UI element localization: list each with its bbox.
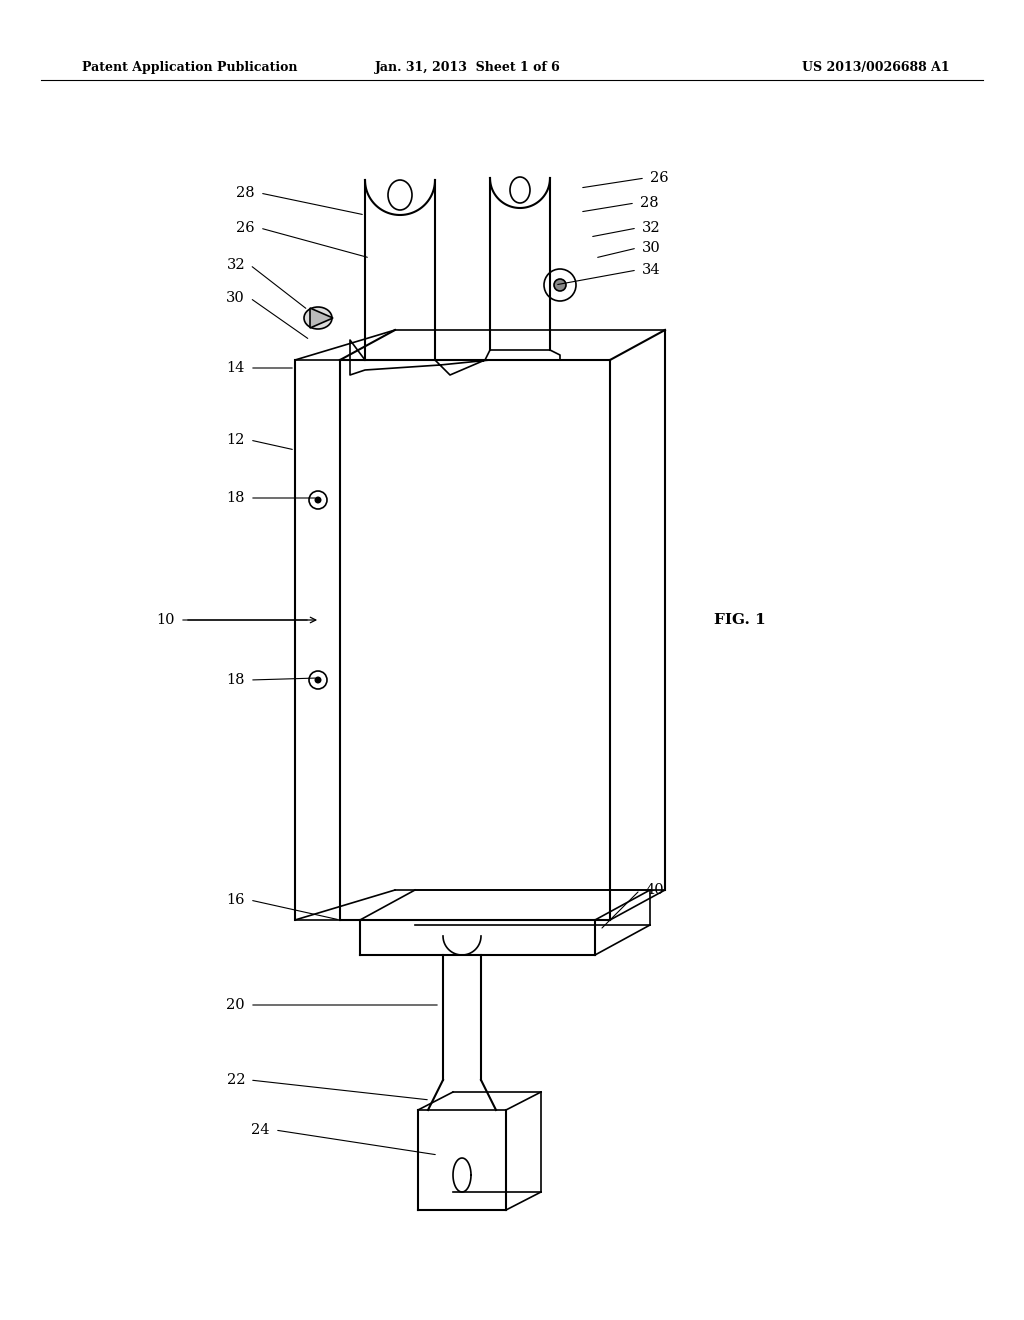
Circle shape — [314, 496, 322, 503]
Text: 12: 12 — [226, 433, 245, 447]
Ellipse shape — [304, 308, 332, 329]
Text: 14: 14 — [226, 360, 245, 375]
Text: 32: 32 — [226, 257, 245, 272]
Text: 34: 34 — [642, 263, 660, 277]
Text: 18: 18 — [226, 491, 245, 506]
Circle shape — [314, 676, 322, 684]
Text: 22: 22 — [226, 1073, 245, 1086]
Circle shape — [554, 279, 566, 290]
Text: 18: 18 — [226, 673, 245, 686]
Text: 28: 28 — [640, 195, 658, 210]
Text: US 2013/0026688 A1: US 2013/0026688 A1 — [803, 62, 950, 74]
Text: 30: 30 — [642, 242, 660, 255]
Text: Patent Application Publication: Patent Application Publication — [82, 62, 298, 74]
Text: 26: 26 — [237, 220, 255, 235]
Text: 10: 10 — [157, 612, 175, 627]
Polygon shape — [310, 308, 333, 327]
Text: 26: 26 — [650, 172, 669, 185]
Text: 28: 28 — [237, 186, 255, 201]
Text: 24: 24 — [252, 1123, 270, 1137]
Text: Jan. 31, 2013  Sheet 1 of 6: Jan. 31, 2013 Sheet 1 of 6 — [375, 62, 561, 74]
Text: FIG. 1: FIG. 1 — [714, 612, 766, 627]
Text: 20: 20 — [226, 998, 245, 1012]
Text: 30: 30 — [226, 290, 245, 305]
Text: 16: 16 — [226, 894, 245, 907]
Text: 32: 32 — [642, 220, 660, 235]
Text: 40: 40 — [645, 883, 664, 898]
